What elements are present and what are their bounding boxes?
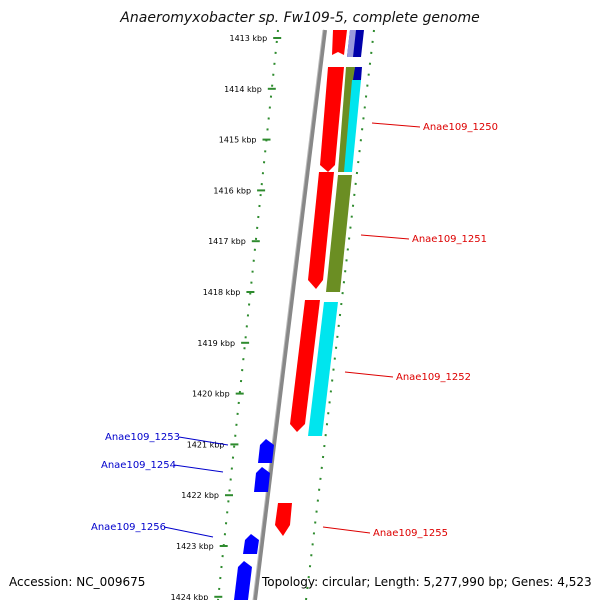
scale-tick-label: 1422 kbp xyxy=(181,491,219,500)
feature-navy-1250[interactable] xyxy=(353,67,362,80)
scale-ruler-left xyxy=(217,29,279,600)
gene-arrow-top[interactable] xyxy=(332,30,347,55)
scale-tick-label: 1416 kbp xyxy=(213,186,251,195)
gene-arrow-1255[interactable] xyxy=(275,503,292,536)
scale-tick-label: 1423 kbp xyxy=(176,542,214,551)
feature-olive-1251[interactable] xyxy=(326,175,352,292)
gene-label-1255[interactable]: Anae109_1255 xyxy=(373,528,448,539)
scale-tick-label: 1413 kbp xyxy=(229,34,267,43)
feature-cyan-1250[interactable] xyxy=(344,80,361,172)
gene-label-1253[interactable]: Anae109_1253 xyxy=(105,432,180,443)
accession-text: Accession: NC_009675 xyxy=(9,575,146,589)
gene-arrow-1251[interactable] xyxy=(308,172,334,289)
label-leader-lines xyxy=(163,122,421,538)
genome-backbone-highlight xyxy=(252,29,324,600)
genome-summary-text: Topology: circular; Length: 5,277,990 bp… xyxy=(262,575,592,589)
map-title: Anaeromyxobacter sp. Fw109-5, complete g… xyxy=(120,10,480,26)
gene-arrow-bottom[interactable] xyxy=(234,561,252,600)
scale-ticks: 1413 kbp 1414 kbp 1415 kbp 1416 kbp 1417 kbp… xyxy=(171,34,282,600)
scale-tick-label: 1424 kbp xyxy=(171,593,209,600)
scale-tick-label: 1418 kbp xyxy=(203,288,241,297)
gene-labels: Anae109_1250 Anae109_1251 Anae109_1252 A… xyxy=(91,122,498,539)
gene-arrow-1252[interactable] xyxy=(290,300,320,432)
scale-tick-label: 1417 kbp xyxy=(208,237,246,246)
genome-backbone xyxy=(253,29,327,600)
gene-label-1254[interactable]: Anae109_1254 xyxy=(101,460,176,471)
scale-tick-label: 1415 kbp xyxy=(219,136,257,145)
feature-cyan-1252[interactable] xyxy=(308,302,338,436)
gene-label-1252[interactable]: Anae109_1252 xyxy=(396,372,471,383)
scale-ruler-right xyxy=(305,29,375,600)
gene-arrow-1250[interactable] xyxy=(320,67,344,172)
scale-tick-label: 1419 kbp xyxy=(197,339,235,348)
feature-lavender-top xyxy=(347,30,356,57)
gene-arrow-1254[interactable] xyxy=(254,467,270,492)
feature-olive-1250[interactable] xyxy=(338,67,355,172)
scale-tick-label: 1421 kbp xyxy=(187,440,225,449)
gene-features xyxy=(234,30,364,600)
gene-label-1250[interactable]: Anae109_1250 xyxy=(423,122,498,133)
scale-tick-label: 1414 kbp xyxy=(224,85,262,94)
gene-arrow-1256[interactable] xyxy=(243,534,259,554)
scale-tick-label: 1420 kbp xyxy=(192,390,230,399)
gene-arrow-1253[interactable] xyxy=(258,439,274,463)
gene-label-1256[interactable]: Anae109_1256 xyxy=(91,522,166,533)
gene-label-1251[interactable]: Anae109_1251 xyxy=(412,234,487,245)
